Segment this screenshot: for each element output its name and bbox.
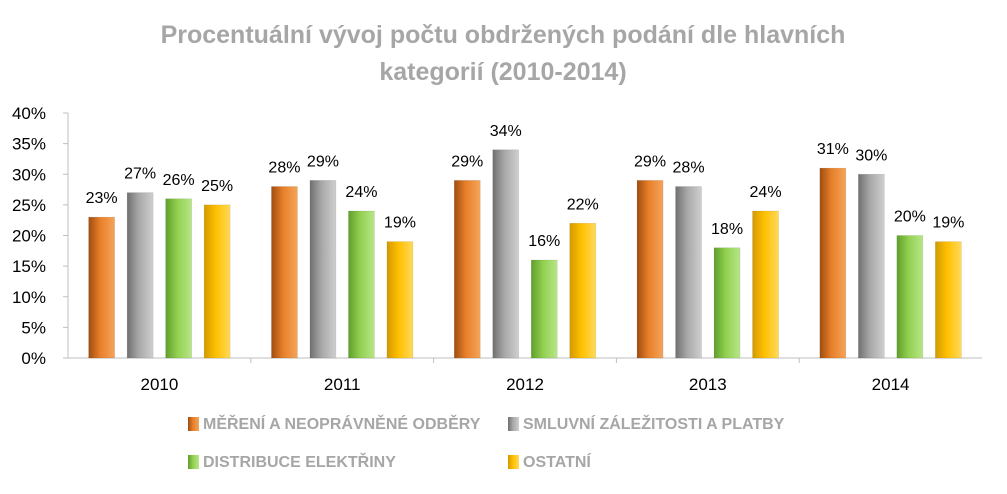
- data-label: 26%: [163, 172, 195, 189]
- data-label: 28%: [268, 160, 300, 177]
- bar-distribuce-2013: [713, 247, 741, 359]
- y-tick-label: 15%: [12, 257, 46, 276]
- bar-distribuce-2011: [348, 210, 375, 359]
- bar-ostatní-2012: [569, 222, 597, 359]
- legend-label: OSTATNÍ: [523, 452, 591, 471]
- data-label: 20%: [894, 209, 926, 226]
- bar-distribuce-2010: [165, 198, 192, 359]
- legend: MĚŘENÍ A NEOPRÁVNĚNÉ ODBĚRY SMLUVNÍ ZÁLEŽ…: [188, 414, 785, 471]
- chart-title-line-2: kategorií (2010-2014): [379, 58, 626, 86]
- legend-label: SMLUVNÍ ZÁLEŽITOSTI A PLATBY: [523, 414, 785, 433]
- bar-měření-2013: [636, 180, 664, 359]
- legend-swatch: [188, 417, 199, 431]
- y-tick-label: 30%: [12, 165, 46, 184]
- bar-distribuce-2012: [530, 259, 558, 359]
- x-tick-label: 2012: [506, 375, 544, 394]
- data-label: 23%: [86, 190, 118, 207]
- data-labels-group: 23% 27% 26% 25% 28% 29% 24% 19% 29% 34% 16% 22% 29% 2…: [86, 123, 965, 250]
- legend-swatch: [508, 417, 519, 431]
- data-label: 24%: [750, 184, 782, 201]
- x-tick-label: 2011: [324, 375, 361, 394]
- bar-distribuce-2014: [896, 235, 924, 359]
- data-label: 29%: [451, 153, 483, 170]
- data-label: 34%: [490, 123, 522, 140]
- bar-ostatní-2013: [752, 210, 779, 359]
- bar-měření-2012: [453, 180, 481, 359]
- legend-swatch: [508, 455, 519, 469]
- y-tick-label: 35%: [12, 135, 46, 154]
- data-label: 18%: [711, 221, 743, 238]
- data-label: 29%: [634, 153, 666, 170]
- legend-label: MĚŘENÍ A NEOPRÁVNĚNÉ ODBĚRY: [203, 414, 481, 433]
- bar-ostatní-2011: [386, 241, 414, 359]
- bar-měření-2011: [271, 186, 298, 359]
- y-axis-ticks: 0% 5% 10% 15% 20% 25% 30% 35% 40%: [12, 104, 68, 368]
- bar-smluvní-2014: [858, 173, 885, 359]
- data-label: 19%: [932, 215, 964, 232]
- legend-label: DISTRIBUCE ELEKTŘINY: [203, 452, 396, 471]
- y-tick-label: 40%: [12, 104, 46, 123]
- x-axis-ticks: 2010 2011 2012 2013 2014: [140, 358, 910, 394]
- y-tick-label: 25%: [12, 196, 46, 215]
- data-label: 31%: [817, 141, 849, 158]
- bar-smluvní-2013: [675, 186, 702, 359]
- y-tick-label: 0%: [21, 349, 46, 368]
- chart-title-line-1: Procentuální vývoj počtu obdržených podá…: [161, 21, 846, 49]
- x-tick-label: 2010: [140, 375, 178, 394]
- data-label: 16%: [528, 233, 560, 250]
- y-tick-label: 10%: [12, 288, 46, 307]
- bar-ostatní-2014: [935, 241, 962, 359]
- bars-group: [88, 149, 962, 359]
- y-tick-label: 20%: [12, 227, 46, 246]
- data-label: 28%: [673, 160, 705, 177]
- data-label: 19%: [384, 215, 416, 232]
- bar-ostatní-2010: [203, 204, 231, 359]
- bar-smluvní-2012: [492, 149, 520, 359]
- bar-měření-2014: [819, 167, 847, 359]
- bar-smluvní-2010: [126, 192, 154, 359]
- data-label: 29%: [307, 153, 339, 170]
- data-label: 30%: [855, 147, 887, 164]
- bar-měření-2010: [88, 216, 115, 359]
- y-tick-label: 5%: [21, 318, 46, 337]
- data-label: 27%: [124, 166, 156, 183]
- bar-smluvní-2011: [309, 180, 337, 359]
- x-tick-label: 2014: [872, 375, 910, 394]
- legend-swatch: [188, 455, 199, 469]
- data-label: 22%: [567, 196, 599, 213]
- data-label: 25%: [201, 178, 233, 195]
- data-label: 24%: [345, 184, 377, 201]
- x-tick-label: 2013: [689, 375, 727, 394]
